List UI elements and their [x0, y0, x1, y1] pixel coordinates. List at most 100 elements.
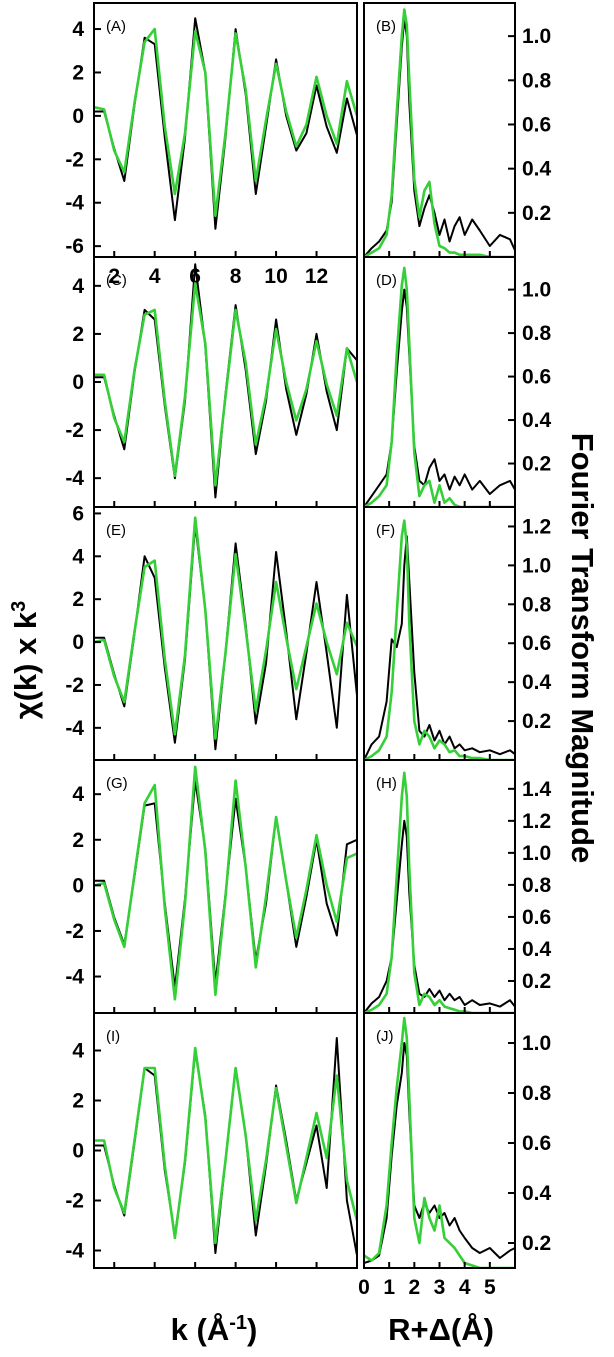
ytick-label: 0 — [72, 371, 84, 394]
ytick-label: -4 — [65, 1240, 84, 1263]
ytick-label: 0.8 — [522, 593, 552, 616]
ytick-label: 0.2 — [522, 1232, 551, 1255]
panels: (A)420-2-4-62 4 6 8 10 12(B) 1.00.80.60.40.2(C… — [65, 2, 552, 1299]
ytick-label: 0.4 — [522, 1182, 552, 1205]
ytick-label: 4 — [72, 1040, 84, 1063]
ytick-label: -2 — [65, 148, 84, 171]
ytick-label: -4 — [65, 717, 84, 740]
panel-e: (E) 6 4 2 0 -2 -4 — [65, 502, 358, 761]
ytick-label: 0.6 — [522, 366, 551, 389]
ytick-label: -2 — [65, 674, 84, 697]
ytick-label: 0.2 — [522, 202, 551, 225]
ytick-label: 6 — [72, 502, 84, 525]
ytick-label: 0.6 — [522, 113, 551, 136]
xtick-label: 1 — [383, 1276, 395, 1299]
panel-label-j: (J) — [376, 1028, 394, 1045]
ytick-label: 0.2 — [522, 970, 551, 993]
ytick-label: 0.8 — [522, 874, 552, 897]
k-axis-label: k (Å-1) — [171, 1312, 258, 1347]
ytick-label: 2 — [72, 1090, 84, 1113]
panel-i: (I) 4 2 0 -2 -4 — [65, 1012, 358, 1269]
ytick-label: -4 — [65, 192, 84, 215]
panel-j: (J) 1.0 0.8 0.6 0.4 0.2 0 1 2 3 4 5 — [358, 1012, 552, 1299]
series-fit-g — [94, 765, 357, 1001]
series-fit-c — [94, 282, 357, 487]
ytick-label: 0.2 — [522, 710, 551, 733]
panel-a: (A)420-2-4-62 4 6 8 10 12 — [65, 2, 358, 288]
series-fit-b — [364, 8, 515, 257]
series-fit-d — [364, 266, 515, 507]
ytick-label: 0.2 — [522, 453, 551, 476]
xtick-label: 8 — [230, 265, 242, 288]
ytick-label: 2 — [72, 61, 84, 84]
panel-frame-j — [363, 1012, 516, 1269]
ytick-label: 0.4 — [522, 409, 552, 432]
xtick-label: 12 — [305, 265, 328, 288]
panel-c: (C) 4 2 0 -2 -4 — [65, 256, 358, 508]
panel-label-f: (F) — [376, 522, 395, 539]
xtick-label: 2 — [108, 265, 120, 288]
series-fit-j — [364, 1016, 515, 1268]
panel-g: (G) 4 2 0 -2 -4 — [65, 759, 358, 1014]
panel-label-a: (A) — [106, 18, 126, 35]
series-fit-a — [94, 27, 357, 218]
ytick-label: 0 — [72, 874, 84, 897]
series-experiment-f — [364, 535, 515, 760]
ytick-label: -4 — [65, 467, 84, 490]
k-axis-label-end: ) — [247, 1312, 257, 1347]
panel-d: (D) 1.0 0.8 0.6 0.4 0.2 — [363, 256, 552, 508]
xtick-label: 3 — [434, 1276, 446, 1299]
xtick-label: 10 — [264, 265, 287, 288]
series-fit-f — [364, 519, 515, 760]
panel-frame-i — [93, 1012, 358, 1269]
xtick-label: 5 — [484, 1276, 496, 1299]
k-axis-label-text: k (Å — [171, 1312, 230, 1347]
left-axis-label-text: χ(k) x k — [8, 611, 43, 719]
ytick-label: 0.8 — [522, 1082, 552, 1105]
panel-f: (F) 1.2 1.0 0.8 0.6 0.4 0.2 — [363, 506, 552, 761]
ytick-label: 0.4 — [522, 938, 552, 961]
xtick-label: 0 — [358, 1276, 370, 1299]
ytick-label: 0.8 — [522, 322, 552, 345]
ytick-label: -4 — [65, 966, 84, 989]
ytick-label: -2 — [65, 419, 84, 442]
ytick-label: 0.6 — [522, 632, 551, 655]
panel-frame-f — [363, 506, 516, 761]
series-fit-e — [94, 516, 357, 740]
ytick-label: -6 — [65, 235, 84, 258]
panel-label-g: (G) — [106, 775, 128, 792]
xtick-label: 4 — [459, 1276, 471, 1299]
ytick-label: 2 — [72, 323, 84, 346]
ytick-label: 0.6 — [522, 906, 551, 929]
panel-frame-h — [363, 759, 516, 1014]
ytick-label: 0.4 — [522, 158, 552, 181]
ytick-label: -2 — [65, 920, 84, 943]
panel-b: (B) 1.0 0.8 0.6 0.4 0.2 — [363, 2, 552, 258]
ytick-label: 1.4 — [522, 778, 552, 801]
xtick-label: 4 — [149, 265, 161, 288]
ytick-label: 1.0 — [522, 1032, 551, 1055]
ytick-label: 1.0 — [522, 279, 551, 302]
ytick-label: 0 — [72, 631, 84, 654]
panel-label-e: (E) — [106, 522, 126, 539]
right-axis-label: Fourier Transform Magnitude — [565, 433, 600, 864]
ytick-label: 4 — [72, 545, 84, 568]
panel-frame-b — [363, 2, 516, 258]
ytick-label: 0.6 — [522, 1132, 551, 1155]
panel-label-i: (I) — [106, 1028, 120, 1045]
series-fit-i — [94, 1046, 357, 1245]
panel-h: (H) 1.4 1.2 1.0 0.8 0.6 0.4 0.2 — [363, 759, 552, 1014]
r-axis-label: R+Δ(Å) — [388, 1312, 494, 1347]
ytick-label: 1.2 — [522, 810, 551, 833]
panel-label-b: (B) — [376, 18, 396, 35]
ytick-label: 1.0 — [522, 554, 551, 577]
ytick-label: 0 — [72, 1140, 84, 1163]
panel-label-h: (H) — [376, 775, 397, 792]
ytick-label: 2 — [72, 829, 84, 852]
series-fit-h — [364, 771, 515, 1013]
ytick-label: 1.2 — [522, 515, 551, 538]
left-axis-label-sup: 3 — [8, 601, 30, 612]
panel-label-c: (C) — [106, 272, 127, 289]
k-axis-label-sup: -1 — [229, 1312, 247, 1334]
ytick-label: 1.0 — [522, 25, 551, 48]
